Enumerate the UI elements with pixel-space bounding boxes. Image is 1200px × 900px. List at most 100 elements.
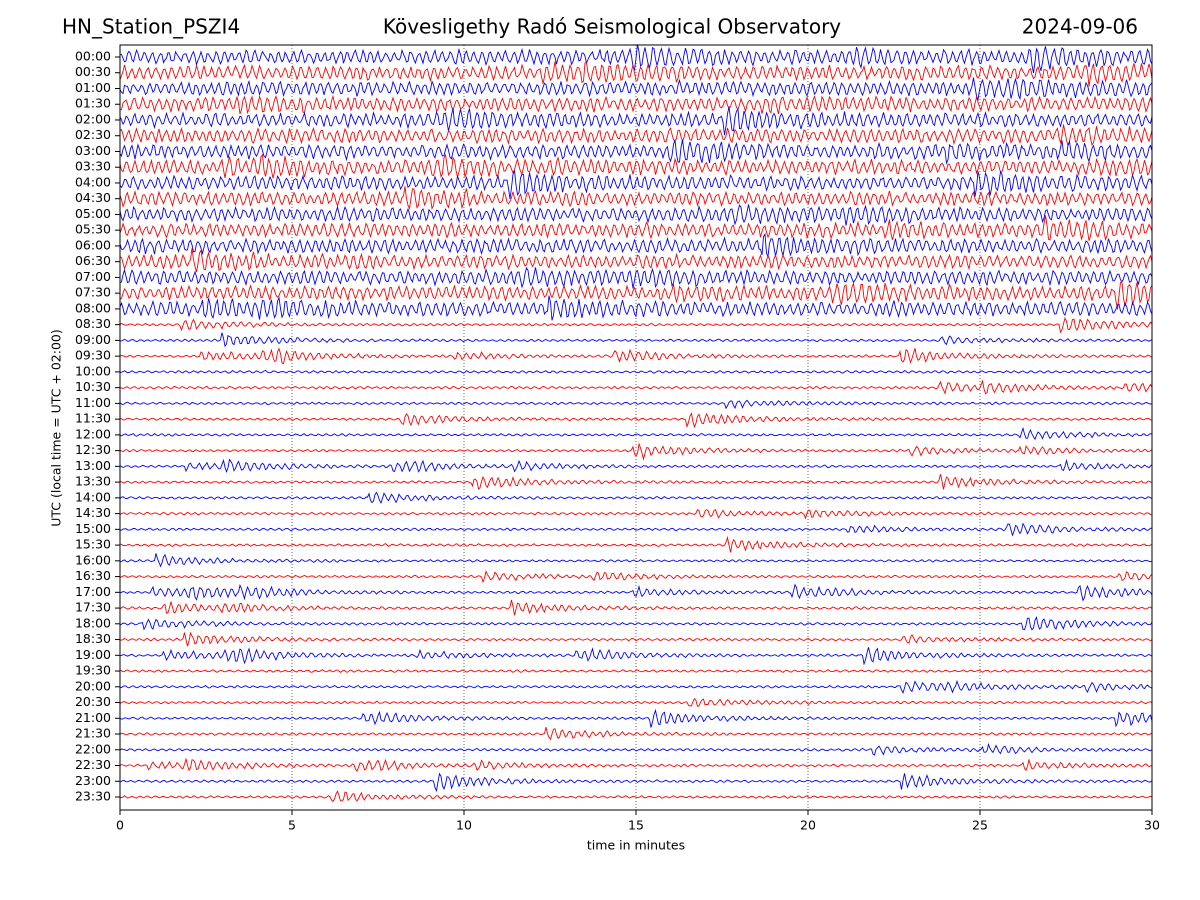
- y-tick-label: 22:00: [75, 741, 111, 756]
- y-tick-label: 21:30: [75, 726, 111, 741]
- y-tick-label: 15:30: [75, 537, 111, 552]
- y-tick-label: 13:00: [75, 458, 111, 473]
- y-tick-label: 03:00: [75, 143, 111, 158]
- y-tick-label: 17:00: [75, 584, 111, 599]
- x-tick-label: 5: [288, 818, 296, 833]
- x-tick-label: 25: [972, 818, 988, 833]
- y-tick-label: 14:00: [75, 489, 111, 504]
- y-tick-label: 19:00: [75, 647, 111, 662]
- y-tick-label: 16:00: [75, 552, 111, 567]
- y-tick-label: 04:30: [75, 190, 111, 205]
- trace: [120, 522, 1153, 537]
- y-tick-label: 09:00: [75, 332, 111, 347]
- y-tick-label: 12:30: [75, 442, 111, 457]
- trace: [119, 94, 1153, 115]
- y-tick-label: 06:30: [75, 253, 111, 268]
- y-tick-label: 07:00: [75, 269, 111, 284]
- y-tick-label: 05:30: [75, 222, 111, 237]
- trace: [119, 726, 1153, 741]
- trace: [119, 332, 1153, 348]
- y-tick-label: 01:30: [75, 96, 111, 111]
- x-tick-label: 10: [456, 818, 472, 833]
- y-tick-label: 11:00: [75, 395, 111, 410]
- trace: [119, 583, 1153, 602]
- y-tick-label: 04:00: [75, 174, 111, 189]
- trace: [119, 458, 1153, 474]
- trace: [119, 106, 1153, 136]
- y-tick-label: 02:00: [75, 111, 111, 126]
- plot-area: [119, 44, 1153, 810]
- trace: [119, 508, 1152, 520]
- date-label: 2024-09-06: [1022, 15, 1138, 39]
- y-tick-label: 07:30: [75, 285, 111, 300]
- y-tick-label: 18:00: [75, 615, 111, 630]
- y-tick-label: 20:30: [75, 694, 111, 709]
- x-tick-label: 15: [628, 818, 644, 833]
- x-axis-label: time in minutes: [587, 838, 685, 853]
- y-tick-label: 22:30: [75, 757, 111, 772]
- y-tick-label: 01:00: [75, 80, 111, 95]
- y-tick-label: 08:30: [75, 316, 111, 331]
- y-tick-label: 15:00: [75, 521, 111, 536]
- trace: [119, 170, 1153, 200]
- trace: [119, 647, 1153, 666]
- y-tick-label: 02:30: [75, 127, 111, 142]
- y-tick-label: 19:30: [75, 663, 111, 678]
- y-tick-label: 11:30: [75, 411, 111, 426]
- y-tick-label: 21:00: [75, 710, 111, 725]
- trace: [119, 679, 1153, 694]
- trace: [119, 772, 1153, 793]
- y-tick-label: 09:30: [75, 348, 111, 363]
- trace: [119, 153, 1153, 179]
- chart-title: Kövesligethy Radó Seismological Observat…: [383, 15, 841, 39]
- x-tick-label: 0: [116, 818, 124, 833]
- trace: [119, 399, 1153, 410]
- trace: [119, 204, 1153, 226]
- y-tick-label: 03:30: [75, 159, 111, 174]
- y-tick-label: 23:30: [75, 789, 111, 804]
- y-tick-label: 14:30: [75, 505, 111, 520]
- trace: [119, 232, 1153, 259]
- trace: [119, 697, 1153, 707]
- y-tick-label: 23:00: [75, 773, 111, 788]
- x-tick-label: 30: [1144, 818, 1160, 833]
- y-tick-label: 10:30: [75, 379, 111, 394]
- trace: [119, 316, 1153, 334]
- trace: [119, 491, 1153, 504]
- y-tick-label: 17:30: [75, 600, 111, 615]
- y-tick-label: 16:30: [75, 568, 111, 583]
- trace: [119, 248, 1153, 273]
- trace: [119, 742, 1153, 756]
- trace: [119, 139, 1153, 165]
- y-tick-label: 06:00: [75, 237, 111, 252]
- trace: [119, 295, 1153, 321]
- trace: [119, 474, 1153, 490]
- trace: [119, 535, 1153, 553]
- trace: [119, 186, 1153, 211]
- y-axis-label: UTC (local time = UTC + 02:00): [49, 329, 64, 527]
- trace: [119, 44, 1153, 74]
- trace: [119, 615, 1153, 631]
- trace: [119, 61, 1153, 87]
- trace: [119, 426, 1153, 441]
- trace: [119, 708, 1153, 728]
- trace: [119, 215, 1153, 242]
- trace: [119, 569, 1153, 584]
- trace: [119, 553, 1153, 568]
- y-tick-label: 08:00: [75, 300, 111, 315]
- x-tick-label: 20: [800, 818, 816, 833]
- trace: [119, 599, 1153, 616]
- trace: [119, 790, 1153, 803]
- y-tick-label: 12:00: [75, 426, 111, 441]
- y-tick-label: 20:00: [75, 678, 111, 693]
- y-tick-label: 10:00: [75, 363, 111, 378]
- trace: [119, 281, 1153, 310]
- y-tick-label: 18:30: [75, 631, 111, 646]
- trace: [119, 124, 1153, 148]
- trace: [119, 266, 1153, 289]
- y-tick-label: 13:30: [75, 474, 111, 489]
- trace: [119, 631, 1153, 647]
- trace: [119, 369, 1153, 374]
- y-tick-label: 00:00: [75, 49, 111, 64]
